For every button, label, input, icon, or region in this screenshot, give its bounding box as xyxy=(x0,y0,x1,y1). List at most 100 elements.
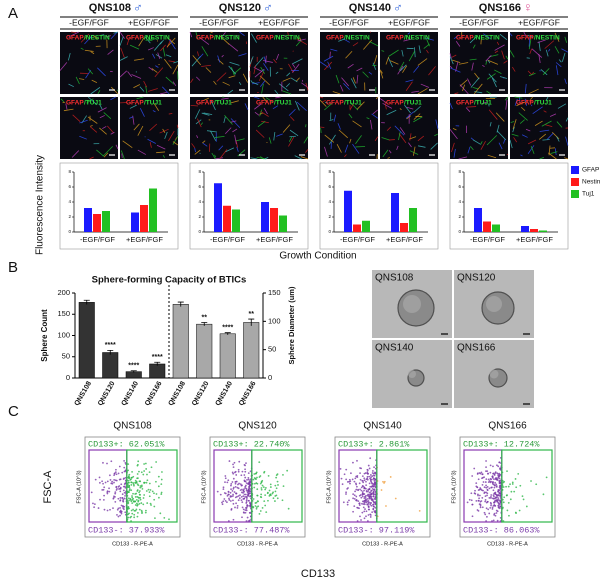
event-dot xyxy=(112,497,115,500)
event-dot xyxy=(366,498,369,500)
event-dot xyxy=(488,512,491,515)
cell-fiber xyxy=(214,136,225,138)
event-dot xyxy=(236,504,239,507)
event-dot xyxy=(356,459,358,462)
event-dot xyxy=(106,480,109,483)
cell-fiber xyxy=(89,156,94,160)
event-dot xyxy=(143,463,146,465)
event-dot xyxy=(498,480,501,482)
event-dot xyxy=(505,485,507,488)
cell-fiber xyxy=(329,119,334,121)
cell-fiber xyxy=(287,31,289,37)
event-dot xyxy=(241,470,244,473)
event-dot xyxy=(119,507,121,509)
event-dot xyxy=(114,492,117,495)
cell-fiber xyxy=(557,103,567,109)
event-dot xyxy=(232,493,234,496)
event-dot xyxy=(372,495,375,498)
cell-fiber xyxy=(514,98,518,106)
plot-x-label: CD133 - R-PE-A xyxy=(362,541,403,547)
cell-fiber xyxy=(548,152,557,160)
cell-fiber xyxy=(138,37,145,47)
cell-fiber xyxy=(63,108,74,112)
event-dot xyxy=(242,498,245,500)
event-dot xyxy=(244,468,246,471)
event-dot xyxy=(545,476,548,479)
event-dot xyxy=(136,511,139,514)
event-dot xyxy=(135,498,138,501)
significance-marker: **** xyxy=(105,342,116,349)
cell-fiber xyxy=(156,144,166,150)
cell-fiber xyxy=(454,92,459,95)
bar xyxy=(344,190,352,232)
event-dot xyxy=(224,481,226,484)
event-dot xyxy=(235,492,238,495)
event-dot xyxy=(102,482,104,485)
bar xyxy=(483,221,491,232)
event-dot xyxy=(274,484,277,487)
event-dot xyxy=(121,471,124,474)
event-dot xyxy=(276,480,279,483)
event-dot xyxy=(498,472,501,475)
bar xyxy=(270,208,278,232)
event-dot xyxy=(356,474,359,477)
cell-fiber xyxy=(496,41,500,46)
cell-fiber xyxy=(459,62,469,65)
event-dot xyxy=(352,510,354,513)
event-dot xyxy=(346,503,349,506)
event-dot xyxy=(486,494,488,497)
cell-fiber xyxy=(349,138,352,144)
event-dot xyxy=(365,510,368,513)
cell-fiber xyxy=(430,142,438,150)
cell-fiber xyxy=(519,119,525,124)
cell-fiber xyxy=(157,52,161,60)
stain-label: /TUJ1 xyxy=(144,100,162,107)
cell-fiber xyxy=(162,47,166,57)
bar xyxy=(232,209,240,232)
micrograph xyxy=(450,32,508,94)
event-dot xyxy=(138,491,140,494)
event-dot xyxy=(264,504,267,507)
event-dot xyxy=(497,465,500,468)
cell-fiber xyxy=(195,76,201,81)
event-dot xyxy=(487,481,490,484)
event-dot xyxy=(359,488,361,491)
cell-fiber xyxy=(459,84,469,95)
event-dot xyxy=(108,490,111,493)
event-dot xyxy=(489,464,492,467)
event-dot xyxy=(106,492,109,495)
event-dot xyxy=(363,493,366,495)
cell-fiber xyxy=(288,63,294,73)
event-dot xyxy=(343,473,346,476)
event-dot xyxy=(122,500,125,503)
event-dot xyxy=(134,504,137,506)
event-dot xyxy=(342,501,345,504)
cell-fiber xyxy=(352,77,356,84)
event-dot xyxy=(509,483,511,486)
event-dot xyxy=(224,492,227,495)
event-dot xyxy=(132,492,134,495)
bar xyxy=(539,230,547,232)
y2-axis-title: Sphere Diameter (um) xyxy=(287,286,296,364)
cell-fiber xyxy=(305,149,309,153)
event-dot xyxy=(223,498,226,500)
event-dot xyxy=(276,473,279,476)
event-dot xyxy=(108,487,110,490)
event-dot xyxy=(530,480,532,482)
y-tick-label: 8 xyxy=(458,169,461,174)
cell-fiber xyxy=(405,111,414,119)
event-dot xyxy=(124,461,127,464)
event-dot xyxy=(497,504,500,507)
cell-fiber xyxy=(129,104,137,109)
condition-label: +EGF/FGF xyxy=(388,17,430,27)
event-dot xyxy=(258,512,261,515)
cell-fiber xyxy=(273,132,276,141)
cell-fiber xyxy=(191,56,201,67)
event-dot xyxy=(232,487,235,490)
cell-fiber xyxy=(539,129,550,132)
event-dot xyxy=(230,508,233,511)
cell-fiber xyxy=(288,108,296,116)
event-dot xyxy=(484,495,487,498)
cell-fiber xyxy=(450,67,461,73)
cell-fiber xyxy=(543,110,547,113)
